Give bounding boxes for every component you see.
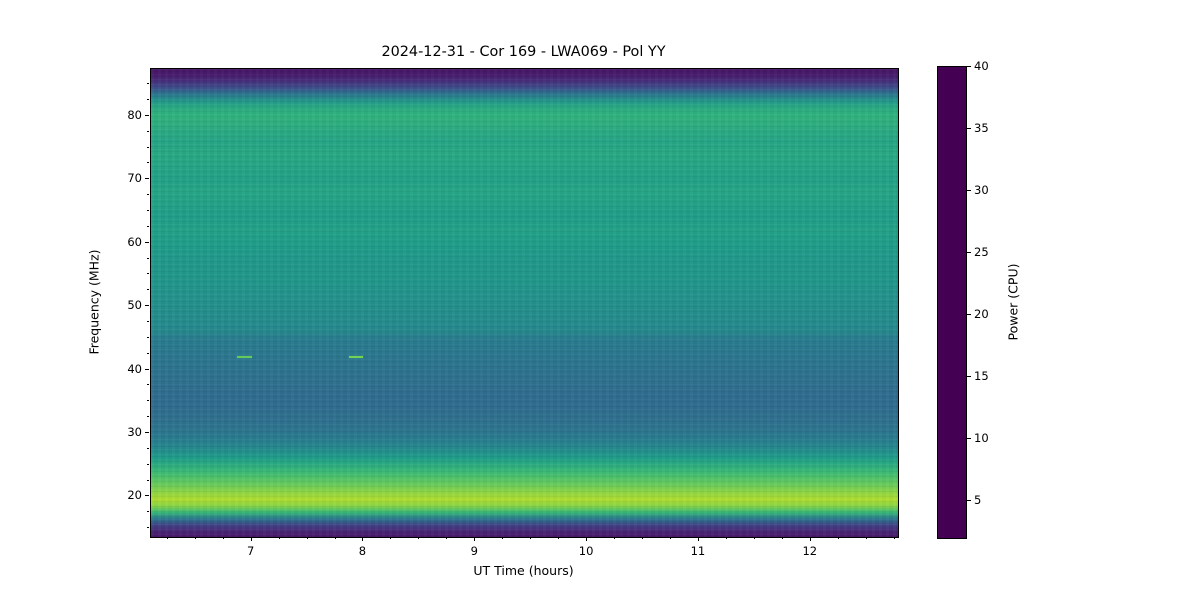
x-tick-minor (334, 537, 336, 539)
y-tick-label: 20 (127, 488, 142, 503)
x-tick-minor (558, 537, 560, 539)
colorbar-tick (967, 437, 971, 439)
y-tick-minor (147, 162, 149, 164)
x-tick-minor (278, 537, 280, 539)
x-tick-minor (194, 537, 196, 539)
colorbar-tick (967, 375, 971, 377)
spectrogram-channel-texture (151, 69, 898, 537)
page-title: 2024-12-31 - Cor 169 - LWA069 - Pol YY (381, 44, 666, 60)
x-tick-minor (390, 537, 392, 539)
x-tick-minor (306, 537, 308, 539)
rfi-streak-2 (348, 355, 364, 358)
x-tick-minor (781, 537, 783, 539)
x-tick-minor (669, 537, 671, 539)
x-tick-label: 8 (358, 544, 367, 558)
y-tick-minor (147, 527, 149, 529)
colorbar-tick-label: 20 (974, 306, 989, 321)
colorbar-tick-label: 15 (974, 368, 989, 383)
colorbar-tick-label: 35 (974, 120, 989, 135)
y-tick-major (145, 305, 149, 307)
spectrogram-image (151, 69, 898, 537)
x-tick-minor (418, 537, 420, 539)
y-tick-minor (147, 83, 149, 85)
x-tick-minor (530, 537, 532, 539)
x-tick-minor (614, 537, 616, 539)
x-tick-minor (865, 537, 867, 539)
colorbar-label: Power (CPU) (1005, 263, 1021, 341)
x-tick-label: 12 (802, 544, 818, 558)
spectrogram-axes[interactable] (150, 68, 899, 538)
x-tick-minor (893, 537, 895, 539)
colorbar-tick-label: 40 (974, 59, 989, 73)
colorbar-tick (967, 499, 971, 501)
y-tick-minor (147, 321, 149, 323)
x-tick-major (697, 537, 699, 541)
y-tick-minor (147, 447, 149, 449)
x-tick-minor (222, 537, 224, 539)
x-tick-major (362, 537, 364, 541)
y-tick-label: 60 (127, 234, 142, 249)
x-tick-label: 7 (246, 544, 255, 558)
y-tick-label: 40 (127, 361, 142, 376)
y-tick-minor (147, 130, 149, 132)
y-tick-label: 70 (127, 171, 142, 186)
colorbar-tick (967, 251, 971, 253)
x-tick-minor (642, 537, 644, 539)
y-tick-minor (147, 273, 149, 275)
y-tick-minor (147, 479, 149, 481)
y-tick-major (145, 368, 149, 370)
spectrogram-gradient (151, 69, 898, 537)
x-tick-minor (753, 537, 755, 539)
y-tick-minor (147, 257, 149, 259)
y-tick-label: 80 (127, 107, 142, 122)
y-tick-major (145, 178, 149, 180)
x-tick-minor (166, 537, 168, 539)
colorbar-gradient (938, 67, 966, 538)
x-tick-major (809, 537, 811, 541)
x-axis-label: UT Time (hours) (473, 563, 574, 578)
colorbar-tick-label: 5 (974, 492, 982, 507)
y-tick-minor (147, 225, 149, 227)
colorbar[interactable] (937, 66, 967, 539)
y-tick-minor (147, 463, 149, 465)
x-tick-label: 11 (690, 544, 706, 558)
y-tick-minor (147, 416, 149, 418)
x-tick-major (474, 537, 476, 541)
y-tick-label: 50 (127, 298, 142, 313)
colorbar-tick (967, 127, 971, 129)
rfi-streak-1 (237, 355, 252, 358)
x-tick-major (586, 537, 588, 541)
y-tick-label: 30 (127, 425, 142, 439)
y-tick-minor (147, 210, 149, 212)
x-tick-minor (502, 537, 504, 539)
y-tick-minor (147, 194, 149, 196)
y-tick-minor (147, 352, 149, 354)
y-tick-major (145, 241, 149, 243)
y-tick-minor (147, 511, 149, 513)
colorbar-tick-label: 10 (974, 430, 989, 445)
x-tick-major (250, 537, 252, 541)
x-tick-minor (837, 537, 839, 539)
y-axis-label: Frequency (MHz) (86, 249, 102, 355)
colorbar-tick-label: 25 (974, 244, 989, 259)
x-tick-minor (725, 537, 727, 539)
y-tick-minor (147, 400, 149, 402)
y-tick-minor (147, 384, 149, 386)
y-tick-minor (147, 289, 149, 291)
y-tick-minor (147, 336, 149, 338)
x-tick-label: 9 (470, 544, 478, 558)
y-tick-major (145, 495, 149, 497)
y-tick-minor (147, 146, 149, 148)
colorbar-tick-label: 30 (974, 182, 989, 197)
spectrogram-time-texture (151, 69, 898, 537)
y-tick-major (145, 432, 149, 433)
x-tick-minor (446, 537, 448, 539)
colorbar-tick (967, 66, 971, 67)
y-tick-minor (147, 99, 149, 101)
colorbar-tick (967, 313, 971, 315)
x-tick-label: 10 (578, 544, 594, 558)
colorbar-tick (967, 189, 971, 191)
y-tick-major (145, 114, 149, 116)
